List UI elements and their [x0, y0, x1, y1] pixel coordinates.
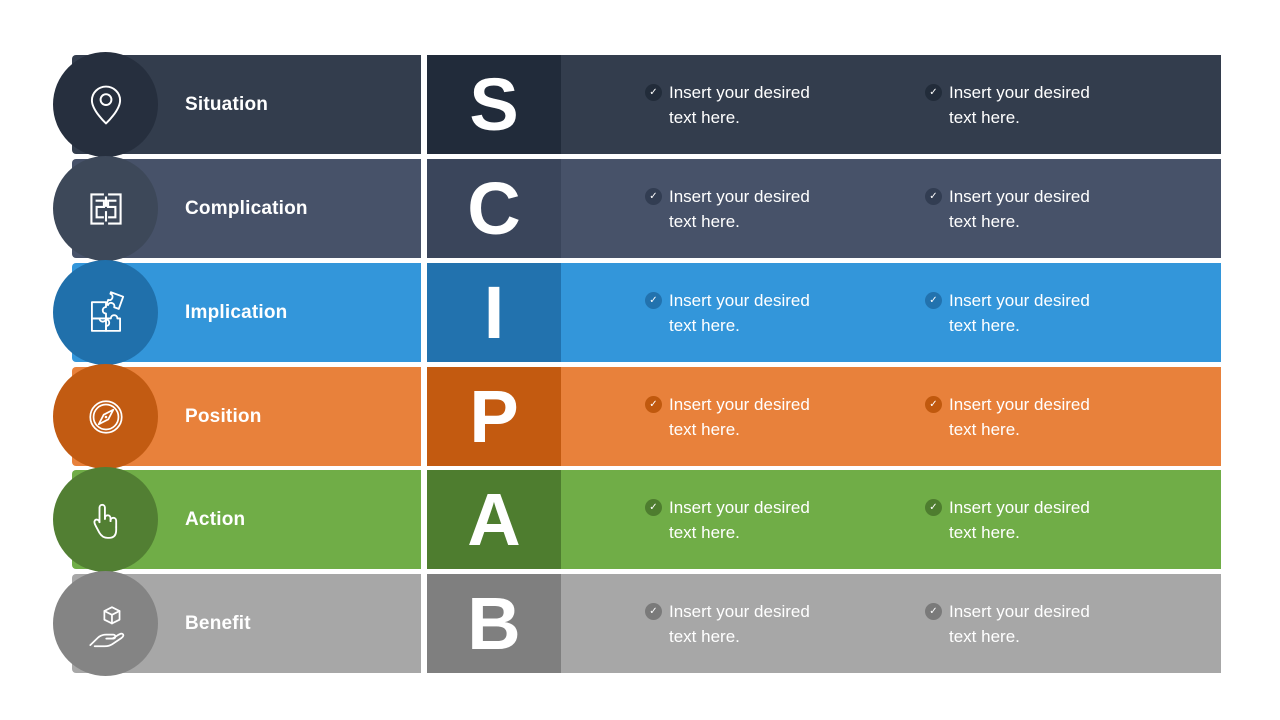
check-bullet-icon: ✓ [645, 83, 662, 101]
row-letter: C [467, 166, 521, 250]
placeholder-text[interactable]: Insert your desired text here. [949, 186, 1090, 231]
puzzle-icon [90, 290, 124, 332]
placeholder-text[interactable]: Insert your desired text here. [669, 601, 810, 646]
position-icon-badge [53, 364, 158, 469]
letter-block: B [427, 574, 561, 673]
action-icon-badge [53, 467, 158, 572]
complication-icon-badge [53, 156, 158, 261]
list-item: ✓ Insert your desired text here. [645, 599, 895, 649]
row-letter: I [483, 270, 505, 354]
letter-block: A [427, 470, 561, 569]
row-letter: P [469, 374, 519, 458]
placeholder-text[interactable]: Insert your desired text here. [669, 186, 810, 231]
list-item: ✓ Insert your desired text here. [645, 184, 895, 234]
placeholder-text[interactable]: Insert your desired text here. [669, 82, 810, 127]
letter-block: I [427, 263, 561, 362]
scipab-row-complication: Complication C ✓ Insert your desired tex… [53, 156, 1221, 261]
check-bullet-icon: ✓ [925, 83, 942, 101]
check-bullet-icon: ✓ [645, 602, 662, 620]
list-item: ✓ Insert your desired text here. [925, 184, 1175, 234]
check-bullet-icon: ✓ [645, 498, 662, 516]
check-bullet-icon: ✓ [645, 395, 662, 413]
row-content: ✓ Insert your desired text here. ✓ Inser… [561, 470, 1221, 569]
compass-icon [88, 399, 123, 434]
location-pin-icon [90, 85, 121, 124]
list-item: ✓ Insert your desired text here. [925, 599, 1175, 649]
row-label: Action [185, 508, 246, 530]
situation-icon-badge [53, 52, 158, 157]
list-item: ✓ Insert your desired text here. [645, 80, 895, 130]
list-item: ✓ Insert your desired text here. [645, 288, 895, 338]
scipab-row-implication: Implication I ✓ Insert your desired text… [53, 260, 1221, 365]
check-bullet-icon: ✓ [645, 187, 662, 205]
list-item: ✓ Insert your desired text here. [925, 288, 1175, 338]
row-label: Situation [185, 93, 269, 115]
list-item: ✓ Insert your desired text here. [645, 392, 895, 442]
scipab-row-action: Action A ✓ Insert your desired text here… [53, 467, 1221, 572]
placeholder-text[interactable]: Insert your desired text here. [669, 394, 810, 439]
letter-block: S [427, 55, 561, 154]
list-item: ✓ Insert your desired text here. [645, 495, 895, 545]
check-bullet-icon: ✓ [925, 602, 942, 620]
maze-icon [89, 192, 122, 225]
row-label: Implication [185, 301, 288, 323]
list-item: ✓ Insert your desired text here. [925, 495, 1175, 545]
row-label: Benefit [185, 612, 251, 634]
row-content: ✓ Insert your desired text here. ✓ Inser… [561, 55, 1221, 154]
list-item: ✓ Insert your desired text here. [925, 392, 1175, 442]
placeholder-text[interactable]: Insert your desired text here. [949, 601, 1090, 646]
implication-icon-badge [53, 260, 158, 365]
scipab-row-benefit: Benefit B ✓ Insert your desired text her… [53, 571, 1221, 676]
letter-block: P [427, 367, 561, 466]
scipab-row-position: Position P ✓ Insert your desired text he… [53, 364, 1221, 469]
check-bullet-icon: ✓ [925, 498, 942, 516]
row-content: ✓ Insert your desired text here. ✓ Inser… [561, 263, 1221, 362]
row-letter: S [469, 62, 519, 146]
placeholder-text[interactable]: Insert your desired text here. [669, 290, 810, 335]
row-letter: A [467, 477, 521, 561]
row-content: ✓ Insert your desired text here. ✓ Inser… [561, 574, 1221, 673]
row-letter: B [467, 581, 521, 665]
row-content: ✓ Insert your desired text here. ✓ Inser… [561, 159, 1221, 258]
check-bullet-icon: ✓ [925, 395, 942, 413]
list-item: ✓ Insert your desired text here. [925, 80, 1175, 130]
row-label: Complication [185, 197, 308, 219]
hand-box-icon [88, 605, 124, 647]
placeholder-text[interactable]: Insert your desired text here. [949, 290, 1090, 335]
check-bullet-icon: ✓ [645, 291, 662, 309]
check-bullet-icon: ✓ [925, 187, 942, 205]
placeholder-text[interactable]: Insert your desired text here. [669, 497, 810, 542]
placeholder-text[interactable]: Insert your desired text here. [949, 394, 1090, 439]
row-label: Position [185, 405, 262, 427]
placeholder-text[interactable]: Insert your desired text here. [949, 497, 1090, 542]
placeholder-text[interactable]: Insert your desired text here. [949, 82, 1090, 127]
letter-block: C [427, 159, 561, 258]
row-content: ✓ Insert your desired text here. ✓ Inser… [561, 367, 1221, 466]
scipab-row-situation: Situation S ✓ Insert your desired text h… [53, 52, 1221, 157]
pointing-hand-icon [92, 503, 117, 539]
check-bullet-icon: ✓ [925, 291, 942, 309]
benefit-icon-badge [53, 571, 158, 676]
